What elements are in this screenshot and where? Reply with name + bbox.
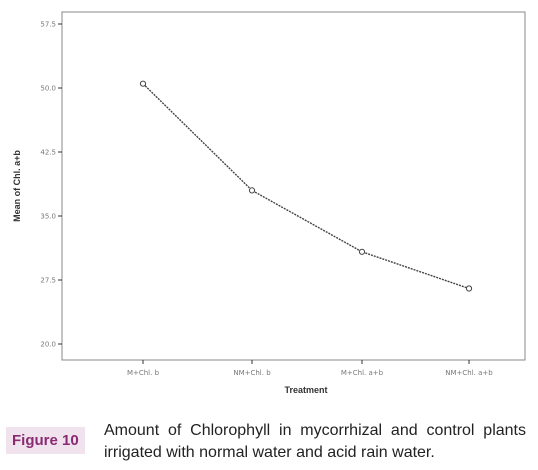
- x-tick-label: M+Chl. a+b: [341, 369, 384, 377]
- x-tick-label: NM+Chl. a+b: [445, 369, 493, 377]
- figure-label: Figure 10: [6, 427, 85, 454]
- series-line: [142, 83, 470, 290]
- plot-frame: [61, 11, 526, 361]
- x-tick-label: M+Chl. b: [127, 369, 160, 377]
- y-tick-label: 20.0: [40, 341, 56, 349]
- x-axis-title: Treatment: [284, 385, 327, 395]
- data-point: [139, 80, 147, 87]
- y-tick-label: 42.5: [40, 149, 56, 157]
- y-axis-title: Mean of Chl. a+b: [12, 150, 22, 222]
- line-chart: 57.5 50.0 42.5 35.0 27.5 20.0 M+Chl. b NM+Chl. …: [12, 11, 526, 395]
- data-point: [465, 285, 473, 292]
- y-tick-label: 27.5: [40, 277, 56, 285]
- data-point: [358, 248, 366, 255]
- caption-text: Amount of Chlorophyll in mycorrhizal and…: [104, 422, 526, 461]
- figure-caption: Figure 10 Amount of Chlorophyll in mycor…: [0, 420, 538, 468]
- y-tick-label: 35.0: [40, 213, 56, 221]
- y-tick-label: 50.0: [40, 85, 56, 93]
- data-point: [248, 187, 256, 194]
- x-tick-label: NM+Chl. b: [233, 369, 271, 377]
- y-tick-label: 57.5: [40, 21, 56, 29]
